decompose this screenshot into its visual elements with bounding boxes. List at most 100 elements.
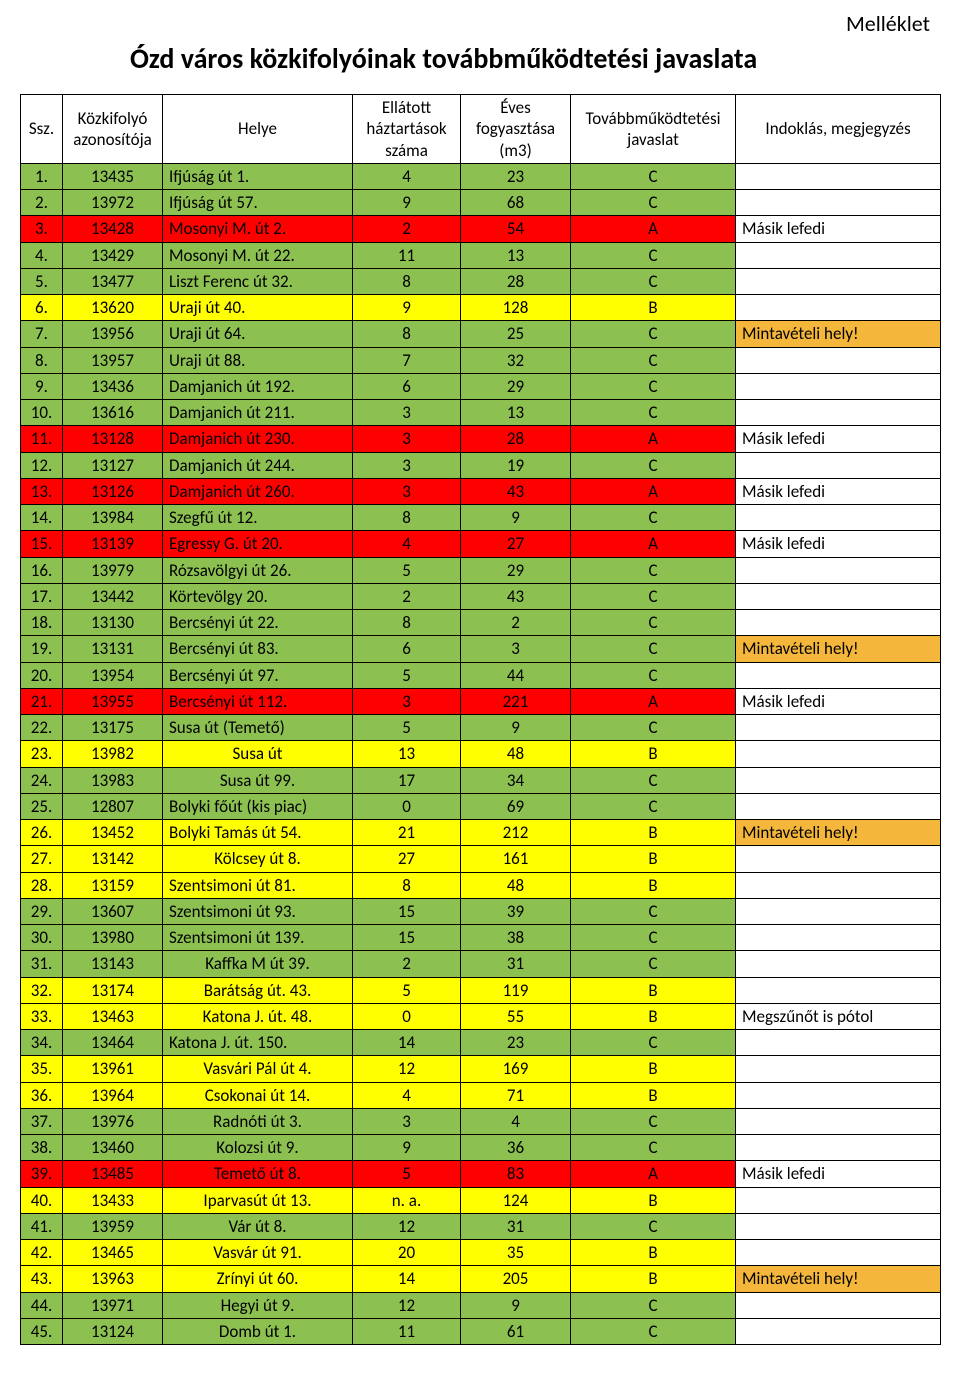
cell-cons: 36	[461, 1135, 571, 1161]
cell-place: Radnóti út 3.	[163, 1108, 353, 1134]
cell-prop: A	[571, 531, 736, 557]
cell-cons: 29	[461, 373, 571, 399]
cell-ssz: 9.	[21, 373, 63, 399]
cell-place: Ifjúság út 1.	[163, 163, 353, 189]
cell-ssz: 42.	[21, 1240, 63, 1266]
cell-hh: 15	[353, 925, 461, 951]
cell-hh: 3	[353, 688, 461, 714]
cell-place: Katona J. út. 150.	[163, 1030, 353, 1056]
cell-ssz: 26.	[21, 820, 63, 846]
cell-note	[736, 295, 941, 321]
cell-cons: 221	[461, 688, 571, 714]
cell-prop: C	[571, 1108, 736, 1134]
cell-ssz: 33.	[21, 1003, 63, 1029]
cell-cons: 55	[461, 1003, 571, 1029]
cell-id: 13954	[63, 662, 163, 688]
cell-ssz: 20.	[21, 662, 63, 688]
cell-prop: C	[571, 1318, 736, 1344]
cell-note	[736, 872, 941, 898]
cell-id: 13957	[63, 347, 163, 373]
cell-ssz: 16.	[21, 557, 63, 583]
cell-hh: 9	[353, 190, 461, 216]
cell-hh: 27	[353, 846, 461, 872]
cell-note	[736, 741, 941, 767]
cell-hh: 7	[353, 347, 461, 373]
cell-id: 13130	[63, 610, 163, 636]
cell-prop: C	[571, 190, 736, 216]
cell-place: Uraji út 40.	[163, 295, 353, 321]
cell-note: Másik lefedi	[736, 688, 941, 714]
cell-prop: C	[571, 452, 736, 478]
cell-ssz: 6.	[21, 295, 63, 321]
cell-id: 13428	[63, 216, 163, 242]
cell-cons: 2	[461, 610, 571, 636]
cell-note: Mintavételi hely!	[736, 820, 941, 846]
cell-ssz: 2.	[21, 190, 63, 216]
cell-prop: C	[571, 1135, 736, 1161]
cell-ssz: 36.	[21, 1082, 63, 1108]
cell-place: Uraji út 88.	[163, 347, 353, 373]
cell-cons: 124	[461, 1187, 571, 1213]
cell-id: 13127	[63, 452, 163, 478]
table-row: 35.13961Vasvári Pál út 4.12169B	[21, 1056, 941, 1082]
cell-cons: 34	[461, 767, 571, 793]
cell-cons: 32	[461, 347, 571, 373]
cell-cons: 31	[461, 951, 571, 977]
cell-prop: A	[571, 478, 736, 504]
cell-prop: C	[571, 1213, 736, 1239]
cell-hh: 0	[353, 1003, 461, 1029]
cell-prop: A	[571, 688, 736, 714]
cell-hh: 5	[353, 557, 461, 583]
cell-id: 13460	[63, 1135, 163, 1161]
table-row: 37.13976Radnóti út 3.34C	[21, 1108, 941, 1134]
annex-label: Melléklet	[20, 10, 930, 37]
cell-cons: 161	[461, 846, 571, 872]
cell-hh: 9	[353, 295, 461, 321]
cell-id: 13452	[63, 820, 163, 846]
cell-place: Katona J. út. 48.	[163, 1003, 353, 1029]
cell-ssz: 40.	[21, 1187, 63, 1213]
cell-hh: 3	[353, 426, 461, 452]
cell-note	[736, 662, 941, 688]
table-row: 29.13607Szentsimoni út 93.1539C	[21, 898, 941, 924]
cell-note: Megszűnőt is pótol	[736, 1003, 941, 1029]
cell-note	[736, 1056, 941, 1082]
cell-prop: C	[571, 898, 736, 924]
cell-hh: 6	[353, 373, 461, 399]
cell-note: Másik lefedi	[736, 216, 941, 242]
table-row: 34.13464Katona J. út. 150.1423C	[21, 1030, 941, 1056]
cell-id: 13175	[63, 715, 163, 741]
cell-hh: 12	[353, 1056, 461, 1082]
cell-place: Bolyki Tamás út 54.	[163, 820, 353, 846]
cell-ssz: 45.	[21, 1318, 63, 1344]
table-row: 24.13983Susa út 99.1734C	[21, 767, 941, 793]
cell-cons: 71	[461, 1082, 571, 1108]
cell-hh: 8	[353, 872, 461, 898]
cell-place: Szentsimoni út 81.	[163, 872, 353, 898]
cell-ssz: 12.	[21, 452, 63, 478]
cell-place: Bercsényi út 112.	[163, 688, 353, 714]
cell-note	[736, 242, 941, 268]
cell-prop: C	[571, 715, 736, 741]
cell-cons: 28	[461, 268, 571, 294]
cell-cons: 9	[461, 505, 571, 531]
table-row: 4.13429Mosonyi M. út 22.1113C	[21, 242, 941, 268]
table-row: 19.13131Bercsényi út 83.63CMintavételi h…	[21, 636, 941, 662]
cell-hh: 21	[353, 820, 461, 846]
cell-hh: 3	[353, 400, 461, 426]
cell-ssz: 1.	[21, 163, 63, 189]
cell-prop: C	[571, 557, 736, 583]
cell-note	[736, 925, 941, 951]
cell-ssz: 11.	[21, 426, 63, 452]
cell-id: 13972	[63, 190, 163, 216]
cell-note: Mintavételi hely!	[736, 636, 941, 662]
cell-place: Kaffka M út 39.	[163, 951, 353, 977]
cell-note: Másik lefedi	[736, 478, 941, 504]
cell-place: Domb út 1.	[163, 1318, 353, 1344]
cell-id: 13142	[63, 846, 163, 872]
table-row: 15.13139Egressy G. út 20.427AMásik lefed…	[21, 531, 941, 557]
cell-place: Vár út 8.	[163, 1213, 353, 1239]
cell-hh: 13	[353, 741, 461, 767]
cell-id: 13174	[63, 977, 163, 1003]
table-row: 26.13452Bolyki Tamás út 54.21212BMintavé…	[21, 820, 941, 846]
